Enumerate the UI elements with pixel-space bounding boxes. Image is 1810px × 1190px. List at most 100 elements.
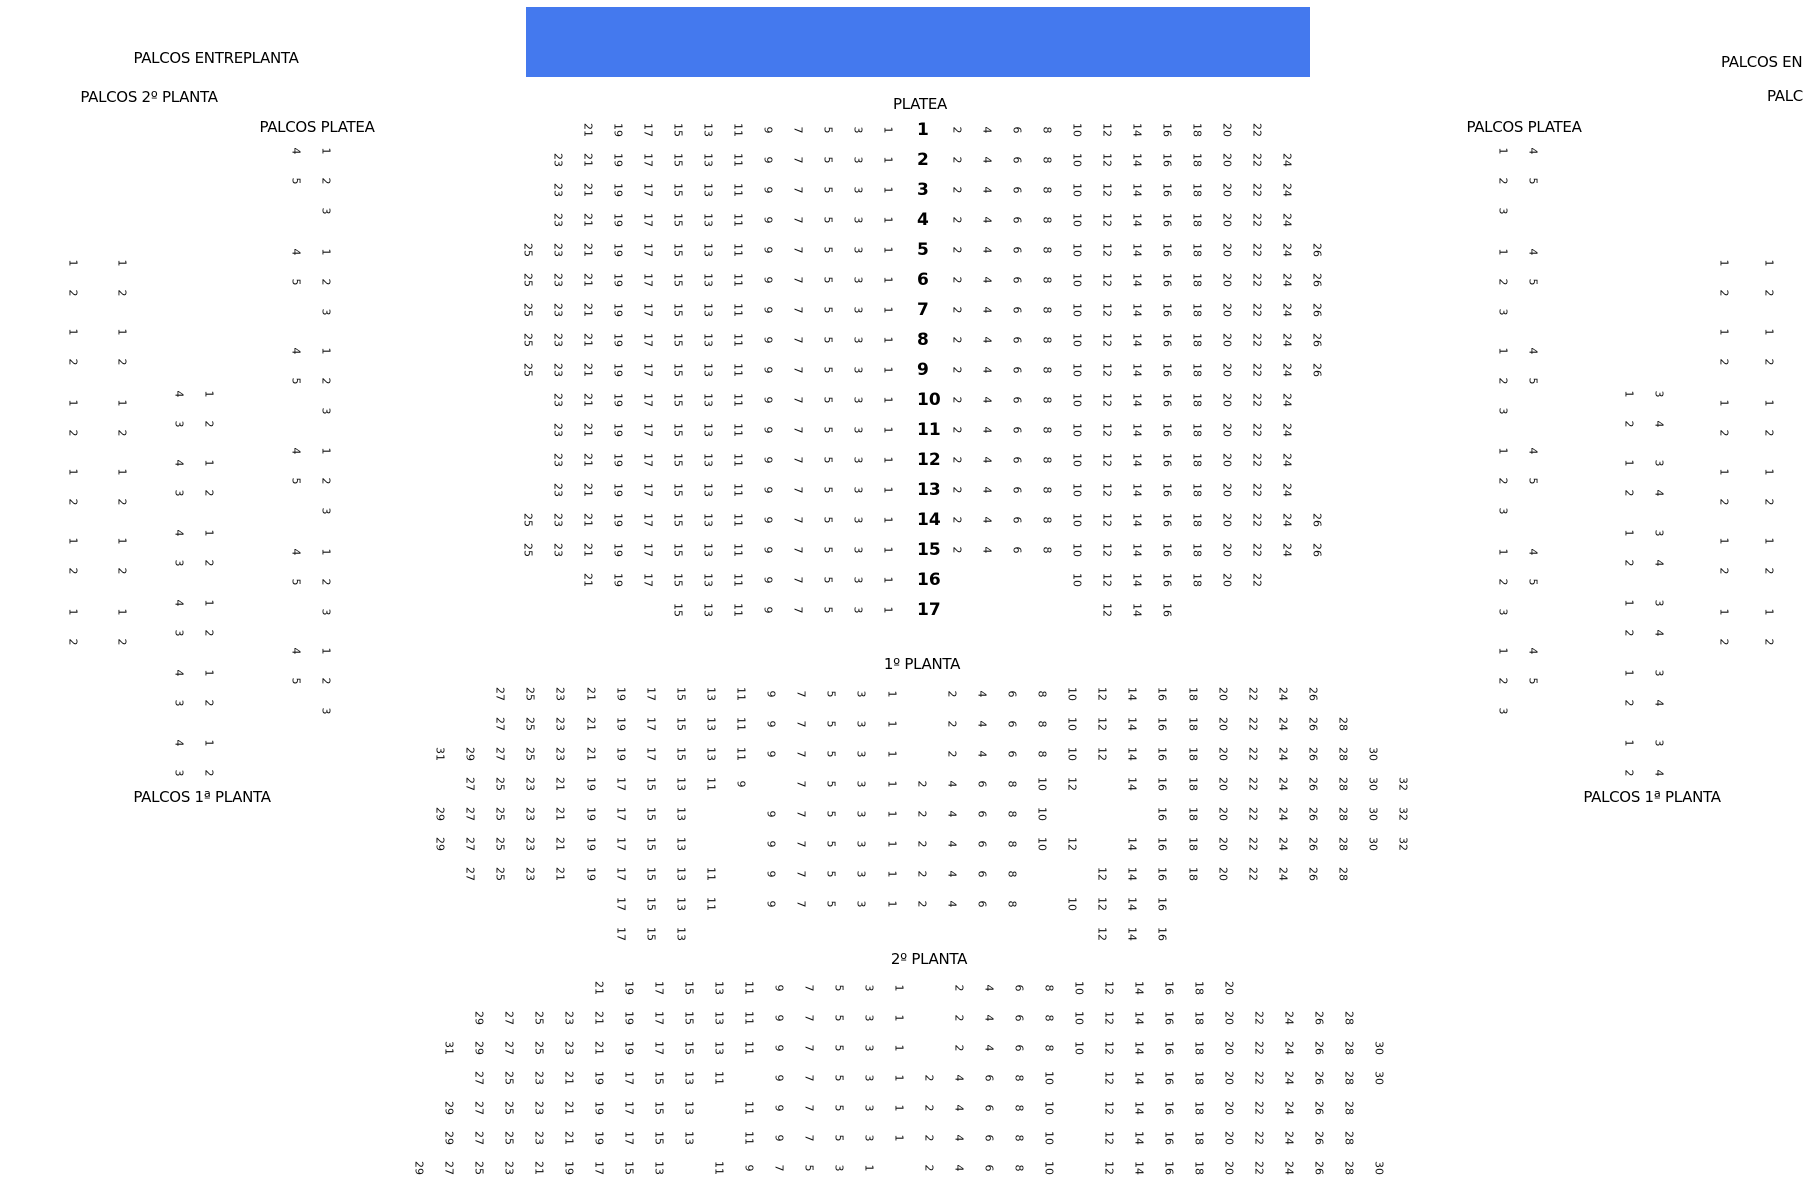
platea-seat[interactable]: 21 [581,243,595,257]
planta-1-seat[interactable]: 23 [553,687,567,701]
planta-2-seat[interactable]: 7 [802,1014,816,1022]
platea-seat[interactable]: 22 [1250,513,1264,527]
planta-1-seat[interactable]: 13 [704,687,718,701]
platea-seat[interactable]: 11 [731,363,745,377]
planta-1-seat[interactable]: 13 [674,807,688,821]
planta-2-seat[interactable]: 20 [1222,1101,1236,1115]
platea-seat[interactable]: 6 [1010,306,1024,314]
planta-1-seat[interactable]: 24 [1276,747,1290,761]
planta-1-seat[interactable]: 2 [915,840,929,848]
platea-seat[interactable]: 21 [581,513,595,527]
platea-seat[interactable]: 7 [791,456,805,464]
planta-1-seat[interactable]: 21 [553,837,567,851]
palco-seat-planta-1-right[interactable]: 4 [1652,559,1666,567]
planta-1-seat[interactable]: 24 [1276,867,1290,881]
platea-seat[interactable]: 5 [821,276,835,284]
planta-1-seat[interactable]: 32 [1396,777,1410,791]
palco-seat-planta-2-left[interactable]: 2 [115,289,129,297]
planta-1-seat[interactable]: 24 [1276,777,1290,791]
palco-seat-planta-1-right[interactable]: 1 [1622,529,1636,537]
platea-seat[interactable]: 10 [1070,183,1084,197]
platea-seat[interactable]: 8 [1040,186,1054,194]
planta-2-seat[interactable]: 13 [652,1161,666,1175]
platea-seat[interactable]: 4 [980,426,994,434]
platea-seat[interactable]: 2 [950,156,964,164]
platea-seat[interactable]: 17 [641,453,655,467]
planta-2-seat[interactable]: 14 [1132,1131,1146,1145]
palco-seat-planta-2-right[interactable]: 1 [1717,399,1731,407]
planta-2-seat[interactable]: 24 [1282,1101,1296,1115]
palco-seat-planta-1-right[interactable]: 1 [1622,459,1636,467]
palco-seat-platea-right[interactable]: 5 [1526,578,1540,586]
planta-2-seat[interactable]: 21 [592,981,606,995]
planta-2-seat[interactable]: 20 [1222,1161,1236,1175]
planta-2-seat[interactable]: 4 [952,1074,966,1082]
planta-1-seat[interactable]: 2 [945,720,959,728]
platea-seat[interactable]: 17 [641,243,655,257]
palco-seat-platea-left[interactable]: 1 [319,248,333,256]
planta-2-seat[interactable]: 5 [832,1104,846,1112]
platea-seat[interactable]: 1 [881,276,895,284]
planta-1-seat[interactable]: 4 [945,840,959,848]
planta-2-seat[interactable]: 8 [1042,1014,1056,1022]
platea-seat[interactable]: 24 [1280,273,1294,287]
planta-2-seat[interactable]: 2 [922,1074,936,1082]
planta-1-seat[interactable]: 16 [1155,927,1169,941]
planta-1-seat[interactable]: 19 [614,687,628,701]
planta-1-seat[interactable]: 25 [493,807,507,821]
planta-2-seat[interactable]: 27 [442,1161,456,1175]
planta-1-seat[interactable]: 21 [584,717,597,731]
planta-1-seat[interactable]: 26 [1306,777,1320,791]
platea-seat[interactable]: 1 [881,246,895,254]
planta-1-seat[interactable]: 18 [1186,717,1199,731]
platea-seat[interactable]: 1 [881,516,895,524]
palco-seat-planta-2-right[interactable]: 1 [1762,608,1776,616]
palco-seat-planta-1-left[interactable]: 3 [172,629,186,637]
planta-1-seat[interactable]: 12 [1095,927,1109,941]
platea-seat[interactable]: 7 [791,126,805,134]
planta-1-seat[interactable]: 11 [734,747,748,761]
platea-seat[interactable]: 16 [1160,393,1174,407]
planta-2-seat[interactable]: 3 [862,1044,876,1052]
platea-seat[interactable]: 10 [1070,123,1084,137]
planta-1-seat[interactable]: 8 [1005,900,1019,908]
platea-seat[interactable]: 10 [1070,453,1084,467]
platea-seat[interactable]: 16 [1160,303,1174,317]
platea-seat[interactable]: 14 [1130,213,1144,227]
palco-seat-platea-right[interactable]: 5 [1526,677,1540,685]
platea-seat[interactable]: 24 [1280,513,1294,527]
platea-seat[interactable]: 3 [851,546,865,554]
platea-seat[interactable]: 20 [1220,363,1234,377]
platea-seat[interactable]: 4 [980,366,994,374]
platea-seat[interactable]: 18 [1190,153,1204,167]
planta-1-seat[interactable]: 6 [1005,720,1019,728]
palco-seat-planta-1-right[interactable]: 2 [1622,769,1636,777]
platea-seat[interactable]: 16 [1160,123,1174,137]
platea-seat[interactable]: 12 [1100,123,1114,137]
planta-1-seat[interactable]: 11 [704,867,718,881]
platea-seat[interactable]: 19 [611,513,625,527]
palco-seat-planta-2-right[interactable]: 2 [1717,289,1731,297]
platea-seat[interactable]: 11 [731,573,745,587]
platea-seat[interactable]: 18 [1190,513,1204,527]
platea-seat[interactable]: 9 [761,486,775,494]
platea-seat[interactable]: 6 [1010,396,1024,404]
planta-1-seat[interactable]: 32 [1396,837,1410,851]
platea-seat[interactable]: 19 [611,483,625,497]
planta-2-seat[interactable]: 23 [532,1131,546,1145]
planta-2-seat[interactable]: 4 [982,1044,996,1052]
platea-seat[interactable]: 15 [671,453,685,467]
platea-seat[interactable]: 17 [641,153,655,167]
planta-2-seat[interactable]: 12 [1102,1041,1116,1055]
planta-1-seat[interactable]: 24 [1276,807,1290,821]
palco-seat-platea-right[interactable]: 4 [1526,347,1540,355]
palco-seat-platea-right[interactable]: 4 [1526,548,1540,556]
palco-seat-platea-right[interactable]: 2 [1496,177,1510,185]
palco-seat-platea-right[interactable]: 3 [1496,207,1510,215]
planta-2-seat[interactable]: 27 [502,1011,516,1025]
planta-2-seat[interactable]: 11 [742,1041,756,1055]
palco-seat-planta-2-left[interactable]: 2 [66,289,80,297]
platea-seat[interactable]: 11 [731,153,745,167]
planta-1-seat[interactable]: 30 [1366,837,1380,851]
palco-seat-platea-left[interactable]: 5 [289,477,303,485]
